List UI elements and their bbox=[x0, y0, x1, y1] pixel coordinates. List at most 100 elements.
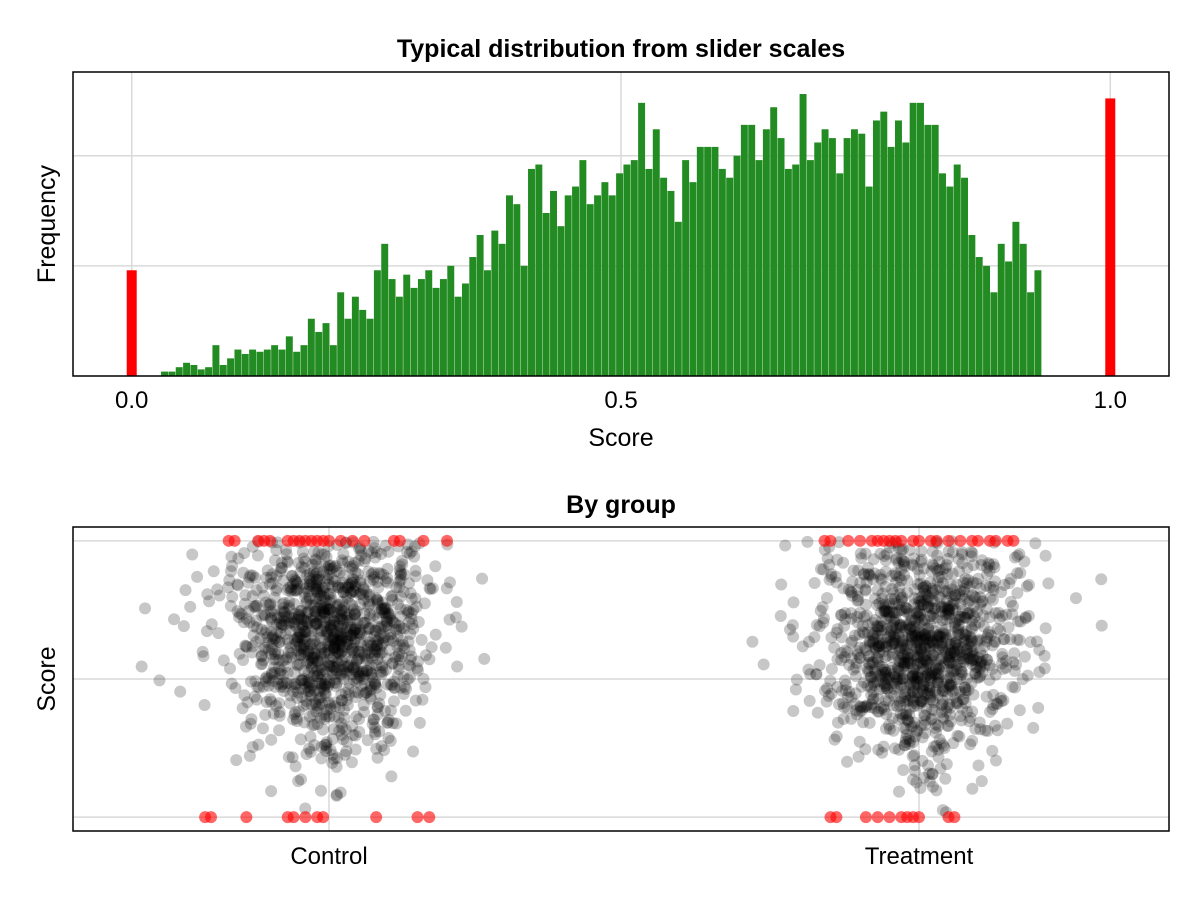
scatter-point bbox=[901, 602, 914, 615]
scatter-point bbox=[311, 573, 324, 586]
histogram-bar bbox=[1019, 243, 1027, 376]
histogram-bar bbox=[227, 358, 235, 376]
scatter-point bbox=[861, 699, 874, 712]
scatter-points bbox=[135, 534, 1108, 824]
scatter-point bbox=[308, 651, 321, 664]
scatter-point bbox=[359, 686, 372, 699]
scatter-point bbox=[365, 667, 378, 680]
scatter-point bbox=[226, 560, 239, 573]
scatter-point bbox=[307, 569, 320, 582]
histogram-bar bbox=[476, 235, 484, 376]
scatter-point bbox=[883, 609, 896, 622]
scatter-point bbox=[843, 685, 856, 698]
scatter-point bbox=[277, 619, 290, 632]
scatter-point bbox=[894, 619, 907, 632]
scatter-point bbox=[314, 585, 327, 598]
scatter-point bbox=[854, 576, 867, 589]
scatter-point bbox=[374, 622, 387, 635]
scatter-point bbox=[916, 598, 929, 611]
scatter-point bbox=[293, 610, 306, 623]
scatter-point bbox=[332, 581, 345, 594]
scatter-point bbox=[275, 611, 288, 624]
scatter-point bbox=[281, 633, 294, 646]
scatter-point bbox=[912, 610, 925, 623]
scatter-point bbox=[879, 666, 892, 679]
scatter-point bbox=[914, 607, 927, 620]
histogram-bar bbox=[241, 353, 249, 376]
scatter-point bbox=[207, 565, 220, 578]
scatter-point bbox=[885, 569, 898, 582]
scatter-point bbox=[944, 671, 957, 684]
scatter-point bbox=[896, 591, 909, 604]
scatter-point bbox=[385, 632, 398, 645]
scatter-point bbox=[905, 641, 918, 654]
histogram-bar bbox=[395, 296, 403, 376]
scatter-point bbox=[135, 660, 148, 673]
scatter-point bbox=[362, 600, 375, 613]
scatter-point bbox=[871, 655, 884, 668]
scatter-point bbox=[269, 632, 282, 645]
scatter-point bbox=[917, 633, 930, 646]
scatter-point bbox=[310, 585, 323, 598]
scatter-point bbox=[926, 558, 939, 571]
scatter-point bbox=[338, 666, 351, 679]
scatter-point bbox=[866, 656, 879, 669]
scatter-point bbox=[948, 597, 961, 610]
scatter-point bbox=[332, 619, 345, 632]
scatter-point bbox=[919, 649, 932, 662]
scatter-point bbox=[949, 589, 962, 602]
scatter-point bbox=[292, 705, 305, 718]
scatter-point bbox=[419, 681, 432, 694]
scatter-point bbox=[939, 628, 952, 641]
scatter-point bbox=[817, 612, 830, 625]
scatter-point bbox=[288, 616, 301, 629]
scatter-point bbox=[874, 572, 887, 585]
scatter-point-floor bbox=[370, 811, 383, 824]
scatter-point bbox=[789, 683, 802, 696]
scatter-point bbox=[917, 659, 930, 672]
scatter-point bbox=[871, 675, 884, 688]
scatter-point bbox=[353, 588, 366, 601]
scatter-point bbox=[1011, 567, 1024, 580]
scatter-point bbox=[955, 702, 968, 715]
scatter-point bbox=[351, 654, 364, 667]
scatter-point bbox=[973, 671, 986, 684]
histogram-bar bbox=[579, 160, 587, 376]
scatter-point bbox=[338, 748, 351, 761]
scatter-point bbox=[911, 642, 924, 655]
scatter-point bbox=[280, 677, 293, 690]
scatter-point-floor bbox=[883, 811, 896, 824]
scatter-point bbox=[925, 610, 938, 623]
scatter-point bbox=[803, 694, 816, 707]
scatter-point bbox=[953, 588, 966, 601]
scatter-point bbox=[231, 605, 244, 618]
scatter-point bbox=[381, 652, 394, 665]
histogram-bar bbox=[652, 129, 660, 376]
scatter-point bbox=[1039, 549, 1052, 562]
scatter-point bbox=[895, 679, 908, 692]
scatter-point bbox=[399, 704, 412, 717]
scatter-point bbox=[851, 594, 864, 607]
scatter-point bbox=[876, 620, 889, 633]
scatter-point bbox=[939, 772, 952, 785]
scatter-point bbox=[949, 604, 962, 617]
scatter-point bbox=[347, 584, 360, 597]
scatter-point bbox=[887, 630, 900, 643]
scatter-point bbox=[966, 634, 979, 647]
scatter-point bbox=[381, 616, 394, 629]
scatter-point bbox=[891, 672, 904, 685]
scatter-point bbox=[883, 605, 896, 618]
scatter-point bbox=[1022, 578, 1035, 591]
scatter-point bbox=[345, 586, 358, 599]
scatter-point bbox=[946, 685, 959, 698]
scatter-point bbox=[942, 681, 955, 694]
scatter-point bbox=[833, 698, 846, 711]
scatter-point bbox=[335, 728, 348, 741]
scatter-point bbox=[924, 576, 937, 589]
scatter-point bbox=[995, 695, 1008, 708]
scatter-point bbox=[289, 575, 302, 588]
scatter-point bbox=[935, 706, 948, 719]
histogram-bar bbox=[263, 349, 271, 376]
scatter-point bbox=[369, 645, 382, 658]
scatter-point bbox=[295, 642, 308, 655]
